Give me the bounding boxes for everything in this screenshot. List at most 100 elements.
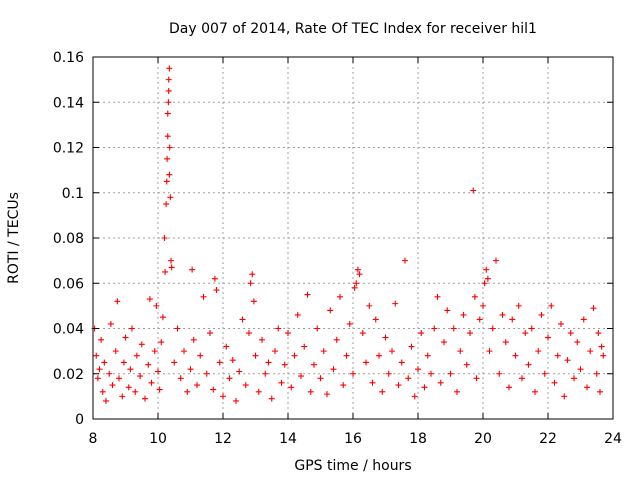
data-point	[181, 348, 187, 355]
data-point	[250, 298, 257, 305]
data-point	[93, 352, 100, 359]
data-point	[467, 330, 473, 337]
data-point	[366, 302, 373, 309]
data-point	[515, 302, 522, 309]
data-point	[593, 370, 600, 377]
data-point	[428, 370, 434, 377]
axis-ticks	[92, 56, 614, 420]
data-point	[525, 361, 532, 368]
data-point	[233, 397, 239, 404]
data-point	[532, 388, 538, 395]
data-point	[259, 336, 265, 343]
data-point	[545, 334, 551, 341]
data-point	[502, 339, 509, 346]
data-point	[522, 330, 529, 337]
data-point	[363, 359, 369, 366]
data-point	[460, 311, 467, 318]
y-tick-labels: 0 0.02 0.04 0.06 0.08 0.1 0.12 0.14 0.16	[53, 50, 84, 428]
data-point	[171, 359, 178, 366]
data-point	[499, 311, 506, 318]
data-point	[346, 320, 353, 327]
data-point	[324, 391, 330, 398]
data-point	[356, 271, 363, 278]
data-point	[112, 348, 119, 355]
data-point	[454, 388, 460, 395]
data-point	[584, 384, 590, 391]
data-point	[268, 395, 275, 402]
data-point	[165, 99, 172, 106]
data-point	[119, 393, 126, 400]
x-tick-label: 16	[344, 431, 362, 447]
data-point	[163, 201, 170, 208]
data-point	[164, 155, 171, 162]
data-point	[554, 352, 561, 359]
data-point	[294, 311, 301, 318]
data-point	[481, 280, 488, 287]
data-point	[595, 330, 602, 337]
y-tick-label: 0.02	[53, 367, 84, 383]
data-points	[91, 65, 607, 404]
data-point	[418, 330, 425, 337]
data-point	[447, 370, 454, 377]
data-point	[314, 325, 321, 332]
data-point	[223, 343, 230, 350]
data-point	[236, 368, 243, 375]
data-point	[307, 388, 314, 395]
data-point	[125, 384, 132, 391]
data-point	[327, 307, 334, 314]
data-point	[164, 110, 171, 117]
y-tick-label: 0.06	[53, 276, 84, 292]
data-point	[385, 370, 392, 377]
x-tick-label: 8	[89, 431, 98, 447]
data-point	[509, 316, 516, 323]
data-point	[359, 330, 366, 337]
data-point	[402, 257, 408, 264]
data-point	[298, 373, 304, 380]
data-point	[165, 76, 172, 83]
data-point	[350, 370, 356, 377]
data-point	[151, 348, 158, 355]
data-point	[564, 357, 571, 364]
data-point	[184, 388, 191, 395]
data-point	[114, 298, 121, 305]
data-point	[207, 330, 213, 337]
data-point	[444, 307, 451, 314]
data-point	[127, 366, 134, 373]
y-tick-label: 0.16	[53, 50, 84, 66]
data-point	[450, 325, 457, 332]
data-point	[137, 373, 144, 380]
data-point	[242, 382, 249, 389]
data-point	[405, 375, 412, 382]
y-axis-label: ROTI / TECUs	[6, 192, 22, 284]
data-point	[246, 330, 252, 337]
data-point	[138, 341, 145, 348]
x-tick-labels: 8 10 12 14 16 18 20 22 24	[89, 431, 622, 447]
data-point	[343, 352, 350, 359]
data-point	[116, 375, 122, 382]
data-point	[301, 343, 308, 350]
data-point	[288, 384, 295, 391]
data-point	[148, 379, 155, 386]
chart-title: Day 007 of 2014, Rate Of TEC Index for r…	[169, 21, 537, 37]
data-point	[109, 382, 116, 389]
data-point	[376, 352, 382, 359]
data-point	[415, 366, 421, 373]
x-tick-label: 24	[604, 431, 622, 447]
data-point	[408, 343, 415, 350]
data-point	[278, 379, 285, 386]
data-point	[166, 171, 173, 178]
data-point	[369, 379, 376, 386]
x-tick-label: 14	[279, 431, 297, 447]
data-point	[571, 375, 577, 382]
data-point	[519, 375, 525, 382]
data-point	[489, 325, 496, 332]
data-point	[229, 357, 236, 364]
data-point	[395, 382, 402, 389]
data-point	[187, 366, 194, 373]
y-tick-label: 0.12	[53, 141, 84, 157]
y-tick-label: 0.08	[53, 231, 84, 247]
data-point	[164, 133, 171, 140]
data-point	[330, 366, 337, 373]
data-point	[551, 379, 558, 386]
